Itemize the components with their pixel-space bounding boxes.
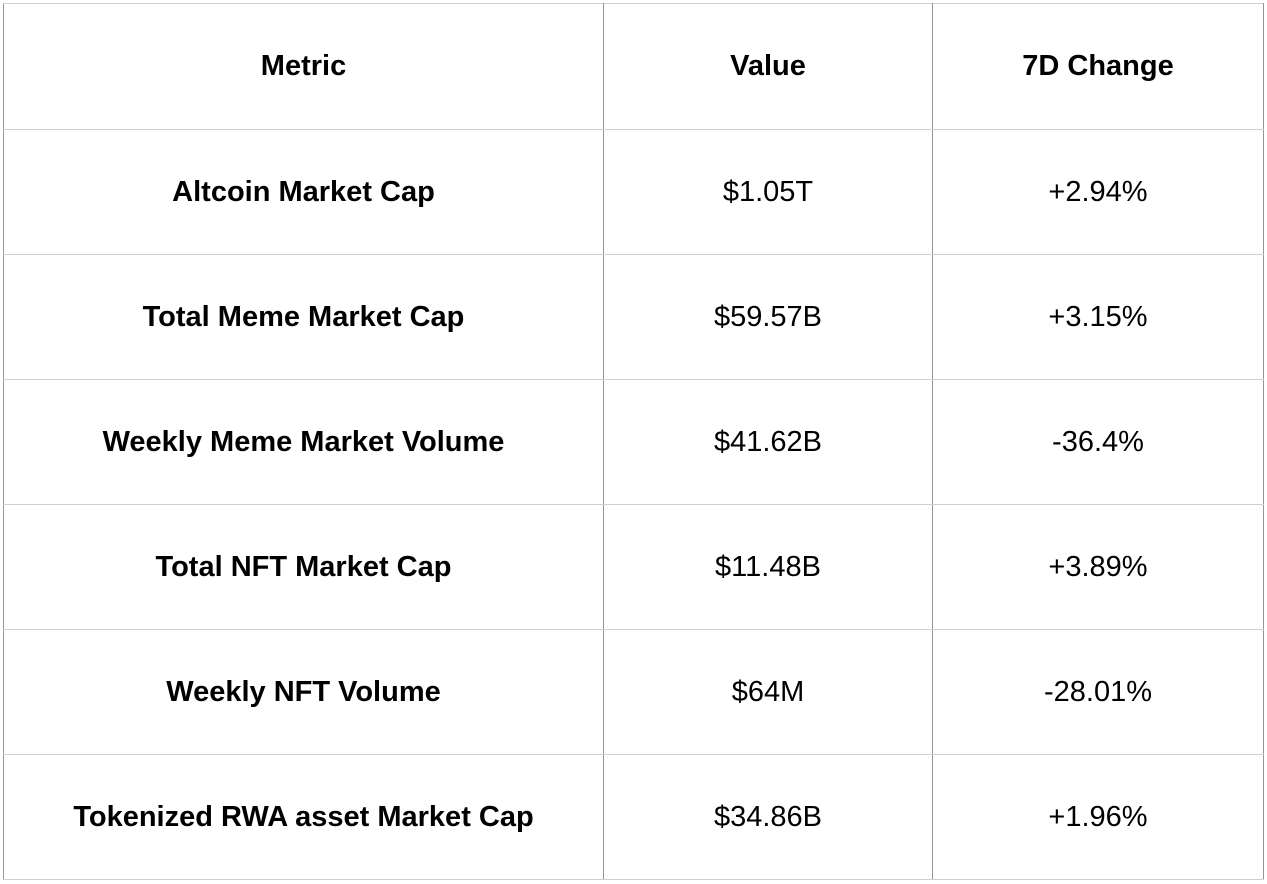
table-row: Total Meme Market Cap $59.57B +3.15% <box>3 254 1264 380</box>
table-row: Total NFT Market Cap $11.48B +3.89% <box>3 504 1264 630</box>
metric-cell: Altcoin Market Cap <box>3 129 604 255</box>
metric-cell: Total Meme Market Cap <box>3 254 604 380</box>
column-header-7d-change: 7D Change <box>932 3 1264 130</box>
change-cell: +3.89% <box>932 504 1264 630</box>
column-header-metric: Metric <box>3 3 604 130</box>
table-row: Altcoin Market Cap $1.05T +2.94% <box>3 129 1264 255</box>
table-row: Weekly NFT Volume $64M -28.01% <box>3 629 1264 755</box>
value-cell: $64M <box>603 629 933 755</box>
change-cell: -36.4% <box>932 379 1264 505</box>
metric-cell: Total NFT Market Cap <box>3 504 604 630</box>
table-row: Tokenized RWA asset Market Cap $34.86B +… <box>3 754 1264 880</box>
metric-cell: Tokenized RWA asset Market Cap <box>3 754 604 880</box>
metric-cell: Weekly NFT Volume <box>3 629 604 755</box>
metric-cell: Weekly Meme Market Volume <box>3 379 604 505</box>
column-header-value: Value <box>603 3 933 130</box>
table-header-row: Metric Value 7D Change <box>3 3 1264 130</box>
change-cell: -28.01% <box>932 629 1264 755</box>
value-cell: $41.62B <box>603 379 933 505</box>
value-cell: $1.05T <box>603 129 933 255</box>
value-cell: $59.57B <box>603 254 933 380</box>
metrics-table: Metric Value 7D Change Altcoin Market Ca… <box>3 3 1264 880</box>
value-cell: $34.86B <box>603 754 933 880</box>
table-row: Weekly Meme Market Volume $41.62B -36.4% <box>3 379 1264 505</box>
change-cell: +1.96% <box>932 754 1264 880</box>
value-cell: $11.48B <box>603 504 933 630</box>
metrics-table-container: Metric Value 7D Change Altcoin Market Ca… <box>3 3 1264 880</box>
change-cell: +2.94% <box>932 129 1264 255</box>
change-cell: +3.15% <box>932 254 1264 380</box>
